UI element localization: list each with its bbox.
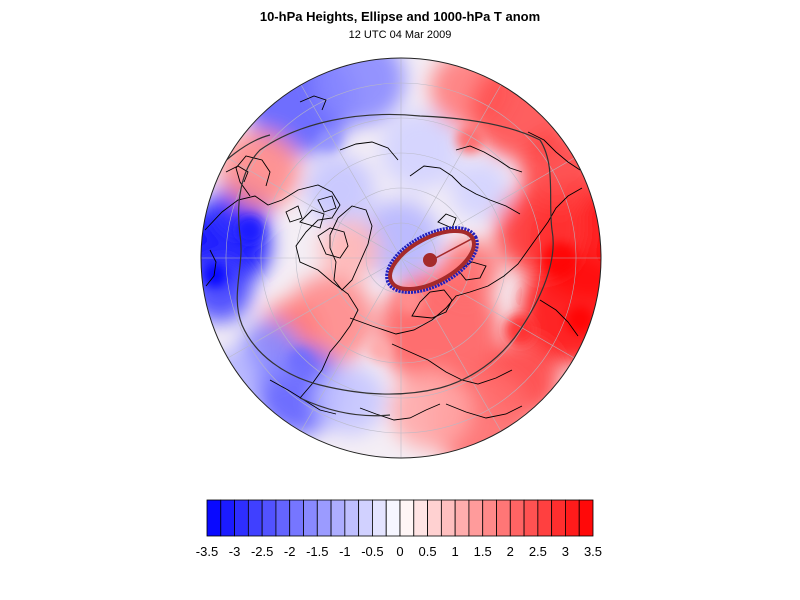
- colorbar-box: [468, 499, 484, 537]
- colorbar-box: [330, 499, 346, 537]
- colorbar-box: [454, 499, 470, 537]
- colorbar-box: [482, 499, 497, 537]
- colorbar-box: [234, 499, 249, 537]
- colorbar-box: [206, 499, 222, 537]
- colorbar-tick-label: -2.5: [251, 544, 273, 559]
- colorbar-tick-labels: -3.5 -3 -2.5 -2 -1.5 -1 -0.5 0 0.5 1 1.5 2 2.5 3 3.5: [196, 544, 602, 559]
- colorbar-box: [427, 499, 442, 537]
- colorbar-box: [565, 499, 580, 537]
- colorbar-box: [440, 499, 456, 537]
- colorbar-tick-label: -3.5: [196, 544, 218, 559]
- colorbar-box: [413, 499, 428, 537]
- colorbar-tick-label: 3: [562, 544, 569, 559]
- coastlines: [204, 95, 583, 421]
- colorbar-tick-label: 0: [396, 544, 403, 559]
- colorbar-box: [247, 499, 263, 537]
- colorbar-box: [537, 499, 553, 537]
- colorbar-tick-label: -3: [229, 544, 241, 559]
- map-subtitle: 12 UTC 04 Mar 2009: [348, 29, 452, 41]
- colorbar-tick-label: 2.5: [529, 544, 547, 559]
- colorbar-tick-label: -0.5: [361, 544, 383, 559]
- colorbar-box: [275, 499, 291, 537]
- colorbar-box: [372, 499, 387, 537]
- colorbar-box: [358, 499, 373, 537]
- colorbar-box: [316, 499, 332, 537]
- colorbar-tick-label: -2: [284, 544, 296, 559]
- ellipse-center-marker: [423, 253, 437, 267]
- map-border: [200, 57, 602, 459]
- colorbar-tick-label: 2: [507, 544, 514, 559]
- colorbar-box: [220, 499, 235, 537]
- colorbar-box: [344, 499, 360, 537]
- temperature-anomaly-field: [201, 58, 601, 458]
- colorbar-tick-label: -1: [339, 544, 351, 559]
- colorbar-box: [496, 499, 511, 537]
- colorbar-box: [509, 499, 525, 537]
- colorbar-tick-label: 0.5: [419, 544, 437, 559]
- colorbar-tick-label: -1.5: [306, 544, 328, 559]
- colorbar-box: [578, 499, 594, 537]
- colorbar-box: [399, 499, 415, 537]
- colorbar-tick-label: 1: [452, 544, 459, 559]
- map-title: 10-hPa Heights, Ellipse and 1000-hPa T a…: [259, 9, 541, 24]
- colorbar-tick-label: 1.5: [474, 544, 492, 559]
- colorbar-box: [551, 499, 566, 537]
- colorbar-box: [523, 499, 539, 537]
- colorbar-box: [303, 499, 318, 537]
- colorbar-tick-label: 3.5: [584, 544, 602, 559]
- ellipse-outline: [385, 226, 479, 294]
- colorbar-box: [261, 499, 277, 537]
- colorbar-box: [289, 499, 304, 537]
- colorbar-box: [385, 499, 401, 537]
- map-disk: [201, 58, 601, 458]
- colorbar-boxes: [206, 499, 594, 537]
